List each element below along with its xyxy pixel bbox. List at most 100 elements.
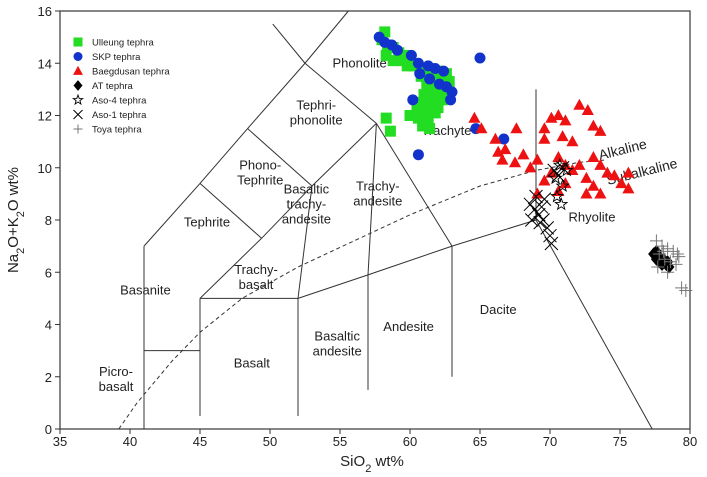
tas-boundary-line (304, 62, 377, 124)
data-point (412, 149, 424, 161)
data-point (422, 115, 434, 127)
field-label-basanite: Basanite (120, 283, 171, 298)
tas-boundary-line (247, 62, 306, 129)
legend-entry-label: Baegdusan tephra (92, 67, 170, 78)
tas-boundary-line (272, 23, 306, 64)
legend-marker (71, 93, 85, 106)
x-tick-label: 35 (53, 434, 67, 449)
tas-boundary-line (261, 185, 313, 239)
y-tick-label: 0 (45, 422, 52, 437)
x-tick-label: 75 (613, 434, 627, 449)
field-label-trachybasalt: basalt (239, 277, 274, 292)
tas-boundary-line (199, 237, 262, 299)
data-point (384, 125, 396, 137)
y-tick-label: 14 (38, 56, 52, 71)
data-point (418, 89, 430, 101)
data-point (407, 60, 419, 72)
series-skp (373, 31, 510, 161)
field-label-tephrite: Tephrite (184, 215, 230, 230)
data-point (380, 49, 392, 61)
data-point (672, 250, 686, 264)
data-point (552, 150, 565, 162)
legend-marker (73, 80, 83, 91)
data-point (549, 189, 565, 203)
field-label-basalt: Basalt (234, 356, 271, 371)
field-label-phonotephrite: Tephrite (237, 172, 283, 187)
data-point (424, 99, 436, 111)
data-point (396, 55, 408, 67)
y-tick-label: 2 (45, 370, 52, 385)
data-point (529, 189, 543, 204)
y-tick-label: 16 (38, 4, 52, 19)
data-point (492, 145, 505, 157)
data-point (663, 260, 675, 274)
x-tick-label: 50 (263, 434, 277, 449)
y-tick-label: 10 (38, 161, 52, 176)
field-label-dacite: Dacite (480, 302, 517, 317)
data-point (412, 112, 424, 124)
data-point (649, 234, 663, 248)
plot-area-frame (59, 10, 691, 430)
field-label-tephriphonolite: Tephri- (296, 97, 336, 112)
tas-field-boundaries (118, 10, 653, 430)
data-point (655, 239, 669, 253)
y-tick-label: 12 (38, 109, 52, 124)
field-label-phonotephrite: Phono- (239, 157, 281, 172)
data-point (538, 132, 551, 144)
data-point (468, 111, 481, 123)
legend-marker (73, 37, 83, 47)
data-point (551, 168, 566, 183)
x-tick-label: 80 (683, 434, 697, 449)
data-point (421, 81, 433, 93)
data-point (554, 197, 569, 211)
legend-entry-label: Toya tephra (92, 125, 142, 136)
legend-marker (73, 65, 83, 75)
data-point (417, 120, 429, 132)
data-point (669, 257, 683, 271)
data-point (537, 192, 552, 206)
data-point (552, 109, 565, 121)
tas-boundary-line (199, 183, 262, 239)
data-point (544, 236, 559, 251)
data-point (523, 197, 538, 212)
data-point (533, 215, 548, 230)
data-point (601, 166, 614, 178)
data-point (517, 148, 530, 160)
data-point (438, 65, 450, 77)
field-label-basaltic-trachyandesite: Basaltic (284, 181, 330, 196)
field-label-phonolite: Phonolite (332, 55, 386, 70)
data-point (622, 166, 635, 178)
data-point (552, 184, 565, 196)
data-point (656, 244, 670, 258)
data-point (573, 158, 586, 170)
data-point (429, 62, 441, 74)
data-point (524, 161, 537, 173)
data-point (555, 178, 570, 192)
legend-entry-label: Ulleung tephra (92, 38, 155, 49)
y-tick-label: 4 (45, 318, 52, 333)
data-point (566, 135, 579, 147)
x-tick-label: 65 (473, 434, 487, 449)
data-point (443, 76, 455, 88)
data-point (414, 68, 426, 80)
tas-boundary-line (311, 122, 377, 187)
data-point (405, 49, 417, 61)
field-label-rhyolite: Rhyolite (569, 209, 616, 224)
legend-marker (73, 52, 83, 61)
legend-entry-label: SKP tephra (92, 52, 141, 63)
data-point (387, 55, 399, 67)
data-point (552, 157, 567, 172)
data-point (401, 60, 413, 72)
tas-boundary-line (247, 128, 313, 187)
tas-boundary-line (297, 185, 313, 299)
y-tick-label: 6 (45, 265, 52, 280)
data-point (608, 169, 621, 181)
data-point (615, 177, 628, 189)
data-point (436, 94, 448, 106)
data-point (489, 132, 502, 144)
field-label-trachyandesite: andesite (353, 193, 402, 208)
data-point (415, 96, 427, 108)
data-point (498, 133, 510, 145)
data-point (424, 73, 436, 85)
data-point (580, 187, 593, 199)
